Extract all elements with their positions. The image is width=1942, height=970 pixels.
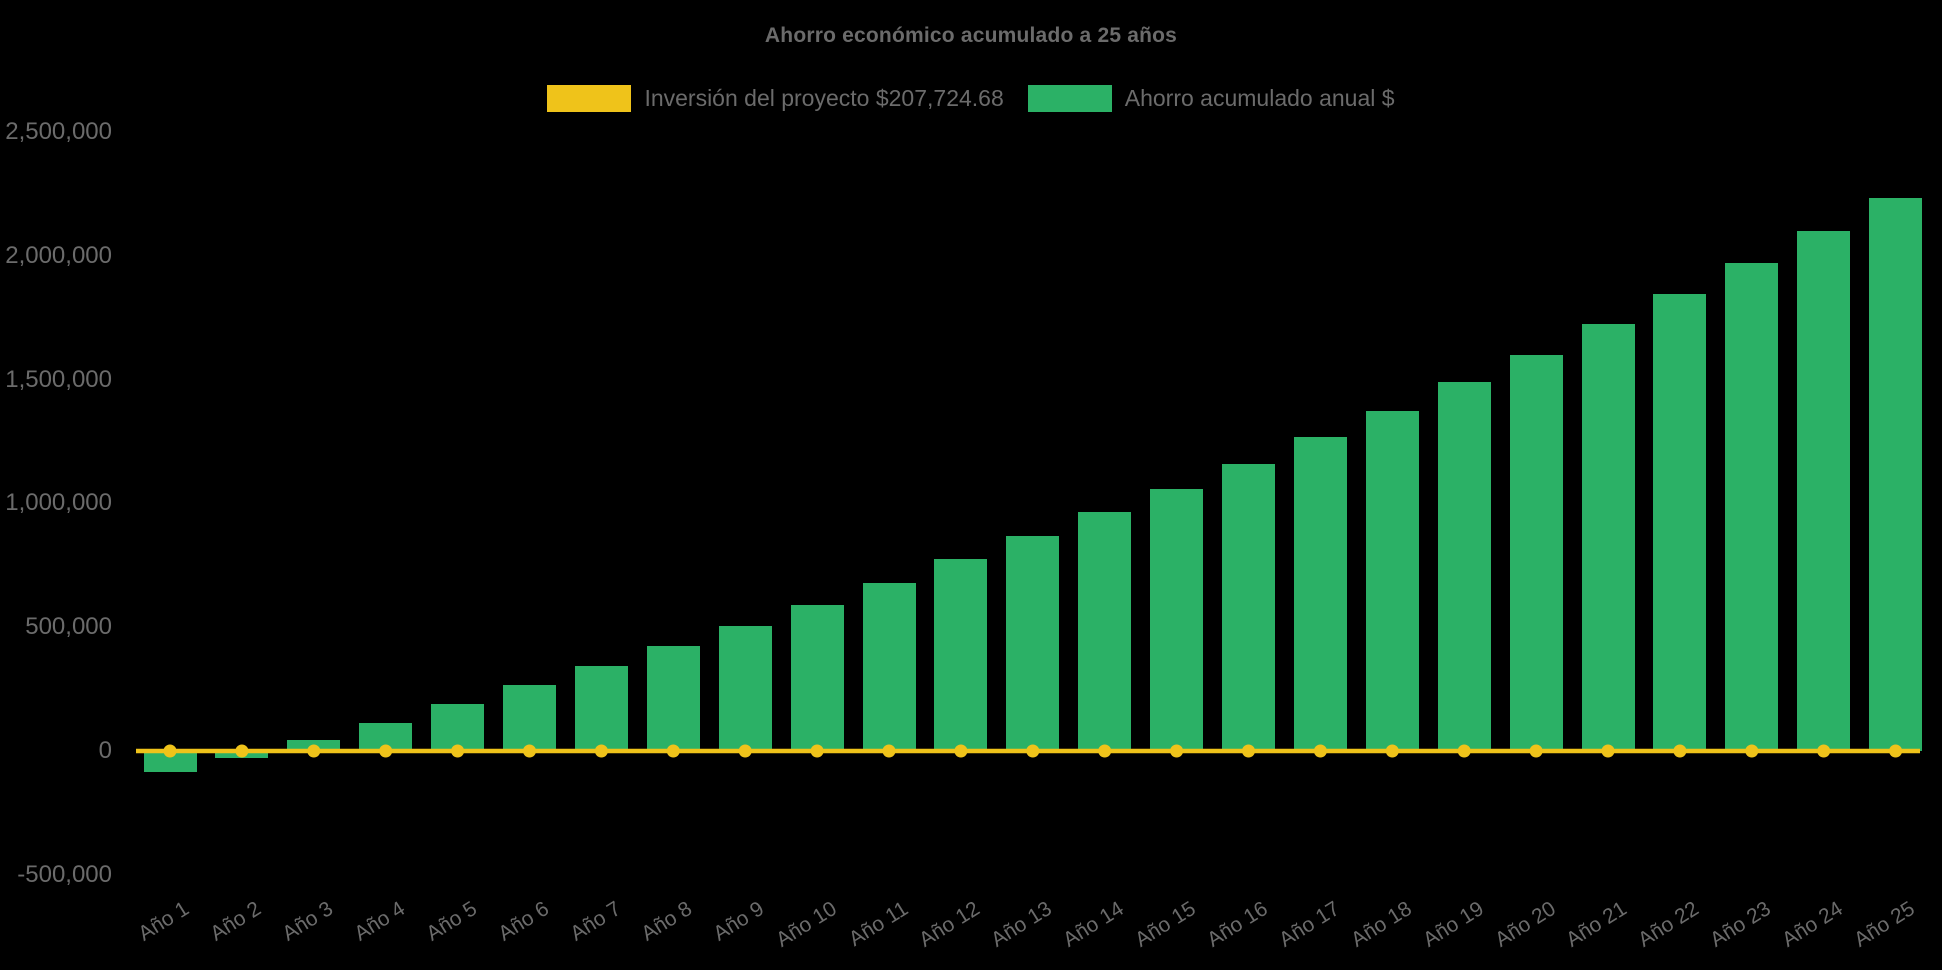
x-tick-año-1: Año 1 [134, 897, 194, 946]
x-tick-año-24: Año 24 [1778, 897, 1847, 952]
x-tick-año-5: Año 5 [422, 897, 481, 946]
chart-title: Ahorro económico acumulado a 25 años [764, 24, 1178, 47]
x-tick-año-7: Año 7 [565, 897, 625, 946]
savings-bar-año-8[interactable] [646, 645, 700, 751]
x-tick-año-17: Año 17 [1274, 897, 1344, 952]
x-tick-año-16: Año 16 [1203, 897, 1272, 952]
savings-swatch-icon [1027, 85, 1112, 112]
x-tick-año-2: Año 2 [206, 897, 266, 946]
x-tick-año-12: Año 12 [915, 897, 985, 952]
savings-bar-año-3[interactable] [287, 739, 341, 751]
x-tick-año-20: Año 20 [1490, 897, 1560, 952]
x-tick-año-15: Año 15 [1131, 897, 1200, 952]
savings-bar-año-19[interactable] [1437, 382, 1491, 751]
x-tick-año-10: Año 10 [771, 897, 841, 952]
x-tick-año-25: Año 25 [1850, 897, 1919, 952]
x-tick-año-8: Año 8 [637, 897, 697, 946]
x-tick-año-9: Año 9 [709, 897, 769, 946]
y-tick-0: 0 [98, 737, 112, 764]
x-tick-año-23: Año 23 [1706, 897, 1776, 952]
savings-bar-año-4[interactable] [359, 722, 413, 751]
x-tick-año-19: Año 19 [1418, 897, 1488, 952]
x-tick-año-6: Año 6 [493, 897, 553, 946]
savings-bar-año-12[interactable] [934, 559, 988, 751]
investment-swatch-icon [547, 85, 632, 112]
x-tick-año-22: Año 22 [1634, 897, 1704, 952]
savings-bar-año-18[interactable] [1365, 410, 1419, 751]
savings-bar-año-5[interactable] [431, 703, 485, 751]
legend-item-investment[interactable]: Inversión del proyecto $207,724.68 [547, 85, 1004, 112]
savings-bar-año-22[interactable] [1653, 294, 1707, 751]
savings-bar-año-21[interactable] [1581, 323, 1635, 751]
x-tick-año-3: Año 3 [278, 897, 338, 946]
savings-bar-año-13[interactable] [1006, 535, 1060, 751]
legend: Inversión del proyecto $207,724.68 Ahorr… [0, 85, 1942, 112]
y-tick-1,000,000: 1,000,000 [5, 489, 112, 517]
savings-bar-año-15[interactable] [1150, 488, 1204, 751]
savings-bar-año-17[interactable] [1293, 436, 1347, 751]
y-tick-2,500,000: 2,500,000 [5, 118, 112, 145]
savings-bar-año-9[interactable] [718, 625, 772, 751]
x-tick-año-21: Año 21 [1562, 897, 1632, 952]
savings-bar-año-23[interactable] [1725, 263, 1779, 751]
savings-bar-año-1[interactable] [143, 751, 197, 773]
x-tick-año-11: Año 11 [844, 897, 913, 951]
savings-bar-año-11[interactable] [862, 582, 916, 751]
savings-bar-año-20[interactable] [1509, 354, 1563, 751]
x-tick-año-18: Año 18 [1346, 897, 1416, 952]
savings-bar-año-10[interactable] [790, 604, 844, 751]
y-tick-500,000: 500,000 [25, 613, 112, 641]
savings-bar-año-2[interactable] [215, 751, 269, 759]
savings-bar-año-14[interactable] [1078, 512, 1132, 751]
savings-bar-año-6[interactable] [503, 685, 556, 751]
legend-item-savings[interactable]: Ahorro acumulado anual $ [1027, 85, 1395, 112]
savings-bar-año-24[interactable] [1797, 231, 1851, 751]
savings-bar-año-7[interactable] [574, 665, 628, 751]
savings-bar-año-16[interactable] [1222, 463, 1275, 751]
x-tick-año-4: Año 4 [350, 897, 409, 946]
savings-bar-año-25[interactable] [1869, 197, 1923, 751]
legend-label-savings: Ahorro acumulado anual $ [1124, 85, 1395, 111]
x-tick-año-14: Año 14 [1059, 897, 1128, 952]
x-tick-año-13: Año 13 [987, 897, 1057, 952]
y-tick--500,000: -500,000 [17, 860, 112, 888]
y-tick-1,500,000: 1,500,000 [5, 365, 112, 393]
legend-label-investment: Inversión del proyecto $207,724.68 [644, 85, 1004, 111]
y-tick-2,000,000: 2,000,000 [5, 241, 112, 269]
